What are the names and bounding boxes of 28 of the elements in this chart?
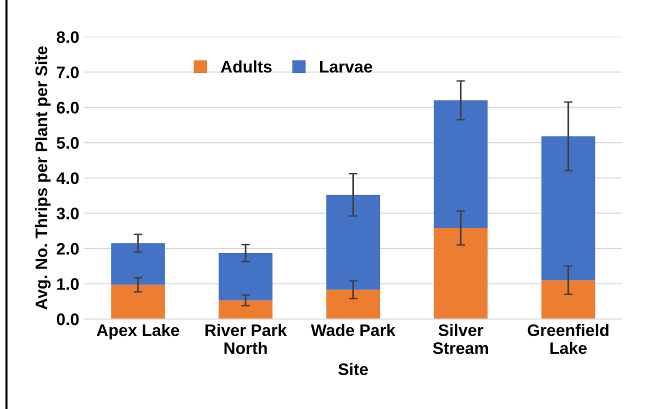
y-tick-label: 7.0 xyxy=(56,66,79,78)
x-axis-title: Site xyxy=(338,362,368,376)
y-tick-label: 1.0 xyxy=(57,278,79,290)
y-tick-label: 8.0 xyxy=(56,31,79,44)
y-tick-label: 5.0 xyxy=(56,137,79,149)
bar xyxy=(434,100,488,228)
bar xyxy=(541,136,596,280)
y-tick-label: 0.0 xyxy=(56,313,79,326)
y-tick-label: 3.0 xyxy=(56,208,79,220)
bar xyxy=(541,280,596,320)
bar xyxy=(326,194,380,290)
bar xyxy=(218,253,272,300)
bar xyxy=(326,290,380,320)
x-tick-label: Silver Stream xyxy=(432,324,488,354)
bar xyxy=(434,228,488,320)
bar xyxy=(111,243,165,285)
x-tick-label: Greenfield Lake xyxy=(528,324,608,354)
x-tick-label: Wade Park xyxy=(310,324,396,336)
x-tick-label: River Park North xyxy=(205,324,287,354)
x-tick-label: Apex Lake xyxy=(96,324,180,340)
y-tick-label: 4.0 xyxy=(56,172,79,184)
legend-label: Adults xyxy=(220,60,272,73)
y-tick-label: 2.0 xyxy=(56,242,79,255)
bar xyxy=(111,284,165,320)
legend-label: Larvae xyxy=(320,60,372,73)
y-tick-label: 6.0 xyxy=(56,102,79,114)
bar xyxy=(218,300,272,320)
y-axis-title: Avg. No. Thrips per Plant per Site xyxy=(35,46,51,310)
